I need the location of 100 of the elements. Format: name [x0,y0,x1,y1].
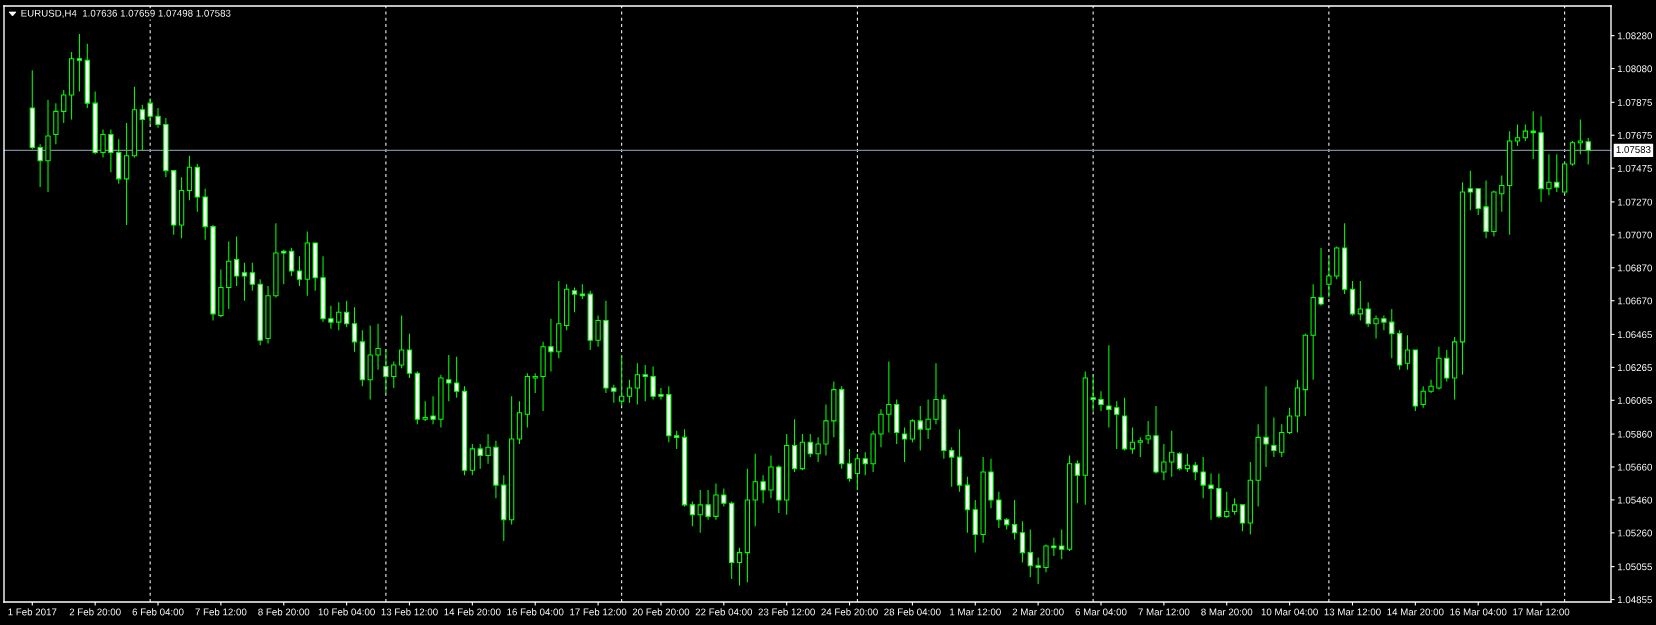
candlestick [949,446,955,488]
candlestick [784,433,790,516]
candlestick [186,155,193,201]
candlestick [564,283,570,331]
candlestick [681,428,688,508]
candlestick [453,356,460,399]
candlestick [477,443,483,470]
candlestick [1004,517,1010,531]
candlestick [839,385,845,470]
candlestick [815,436,821,463]
x-tick-label: 10 Feb 04:00 [318,608,375,616]
candlestick [854,453,861,491]
candlestick [391,361,397,389]
candlestick [1121,397,1128,452]
candlestick [414,370,420,425]
candlestick [116,138,122,185]
candlestick [218,268,224,318]
x-tick-label: 6 Feb 04:00 [132,608,184,616]
candlestick [343,300,350,328]
candlestick [729,501,735,580]
candlestick [281,249,287,285]
y-tick-label: 1.07875 [1617,99,1652,106]
candlestick [171,170,177,236]
candlestick [446,354,452,402]
candlestick [1436,346,1442,391]
candlestick [619,354,625,407]
candlestick [1577,119,1583,155]
candlestick [1514,124,1521,147]
candlestick [1506,130,1513,236]
candlestick [917,405,923,452]
candlestick [540,341,546,412]
x-tick-label: 8 Mar 20:00 [1201,608,1253,616]
candlestick [1365,301,1371,328]
candlestick [611,384,617,404]
x-tick-label: 14 Feb 20:00 [444,608,501,616]
candlestick [1137,436,1143,458]
candlestick [1444,349,1450,382]
candlestick [1145,420,1151,445]
x-tick-label: 13 Mar 12:00 [1324,608,1381,616]
candlestick [650,366,656,401]
candlestick [658,387,664,401]
x-tick-label: 10 Mar 04:00 [1261,608,1318,616]
candlestick [1129,426,1136,455]
x-tick-label: 7 Feb 12:00 [195,608,247,616]
candlestick [163,117,169,178]
candlestick [1483,180,1489,239]
y-tick-label: 1.04855 [1617,596,1652,604]
candlestick [1538,115,1544,203]
candlestick [304,231,310,297]
y-tick-label: 1.06265 [1617,364,1652,372]
candlestick [705,489,711,521]
candlestick [1585,137,1591,165]
candlestick [901,426,908,463]
candlestick [328,305,334,330]
candlestick [1318,247,1324,307]
candlestick [312,242,318,292]
candlestick [862,451,868,476]
candlestick [375,323,381,371]
candlestick [1192,461,1198,481]
candlestick [249,262,255,292]
candlestick [1302,333,1308,417]
candlestick [1271,417,1277,458]
candlestick [1066,454,1073,552]
candlestick [123,122,130,226]
candlestick [1530,110,1536,160]
candlestick [736,547,743,587]
candlestick [603,300,609,394]
candlestick [964,476,971,534]
candlestick [359,329,365,387]
candlestick [1035,557,1041,585]
candlestick [288,247,295,277]
y-tick-label: 1.05660 [1617,463,1653,471]
candlestick [108,128,114,173]
candlestick [1247,461,1253,536]
candlestick [634,362,641,405]
candlestick [807,433,813,458]
candlestick [744,468,751,583]
candlestick [1011,499,1018,540]
candlestick [1043,543,1049,573]
y-tick-label: 1.07475 [1617,164,1652,172]
x-tick-label: 6 Mar 04:00 [1075,608,1127,616]
x-tick-label: 8 Feb 20:00 [258,608,310,616]
x-tick-label: 17 Mar 12:00 [1513,608,1570,616]
candlestick [265,285,271,345]
candlestick [1420,385,1426,409]
y-tick-label: 1.07270 [1617,198,1653,206]
candlestick [155,107,161,129]
y-tick-label: 1.05860 [1617,430,1653,438]
candlestick [1114,400,1120,450]
x-tick-label: 24 Feb 20:00 [821,608,878,616]
candlestick [972,499,978,554]
candlestick [131,86,138,158]
x-tick-label: 28 Feb 04:00 [884,608,941,616]
candlestick [1059,529,1065,560]
candlestick [461,385,468,476]
candlestick [37,143,43,188]
candlestick [1499,175,1505,213]
candlestick [61,89,67,124]
candlestick [925,398,931,440]
candlestick [100,128,106,158]
